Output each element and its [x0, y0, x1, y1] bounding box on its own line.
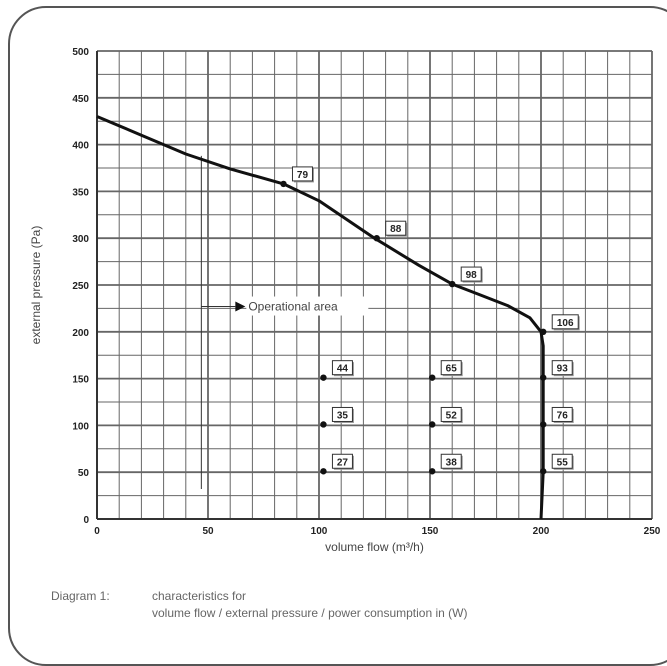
- data-point: [280, 180, 287, 188]
- data-label-text: 79: [297, 170, 309, 181]
- data-point: [540, 374, 547, 381]
- y-tick-labels: 0 50 100 150 200 250 300 350 400 450 500: [72, 47, 89, 526]
- y-tick-label: 250: [72, 281, 89, 292]
- data-label: 52: [440, 406, 463, 423]
- data-point: [320, 468, 327, 475]
- data-label: 93: [551, 360, 574, 377]
- y-axis-label: external pressure (Pa): [29, 226, 43, 345]
- x-tick-label: 150: [422, 526, 439, 537]
- y-tick-label: 0: [83, 515, 89, 526]
- operational-area-label: Operational area: [248, 300, 338, 314]
- y-tick-label: 150: [72, 375, 89, 386]
- data-label-box: [385, 220, 407, 236]
- data-label: 79: [291, 166, 314, 183]
- data-label-text: 76: [557, 410, 569, 421]
- x-tick-labels: 0 50 100 150 200 250: [94, 526, 661, 537]
- y-tick-label: 400: [72, 141, 89, 152]
- data-label-box: [331, 453, 353, 469]
- x-tick-label: 200: [533, 526, 550, 537]
- data-label-text: 93: [557, 364, 569, 375]
- data-label-box: [331, 360, 353, 376]
- data-label: 35: [331, 406, 354, 423]
- caption-label: Diagram 1:: [51, 589, 110, 603]
- data-label-text: 44: [337, 364, 349, 375]
- data-label-box: [440, 360, 462, 376]
- y-tick-label: 100: [72, 421, 89, 432]
- data-point: [429, 421, 436, 428]
- data-label-text: 88: [390, 224, 402, 235]
- data-label-box: [460, 266, 482, 282]
- data-label-text: 98: [466, 270, 478, 281]
- data-point: [429, 468, 436, 475]
- data-point: [320, 421, 327, 428]
- x-tick-label: 100: [311, 526, 328, 537]
- data-label-box: [551, 453, 573, 469]
- data-label: 38: [440, 453, 463, 470]
- data-label: 55: [551, 453, 574, 470]
- data-point: [540, 328, 547, 335]
- data-label-box: [440, 406, 462, 422]
- data-label: 44: [331, 360, 354, 377]
- data-label: 76: [551, 406, 574, 423]
- x-tick-label: 50: [202, 526, 214, 537]
- x-tick-label: 250: [644, 526, 661, 537]
- y-tick-label: 350: [72, 187, 89, 198]
- data-point: [449, 280, 456, 288]
- data-point: [429, 374, 436, 381]
- data-label-text: 38: [446, 457, 458, 468]
- grid-major: [96, 50, 653, 520]
- data-label-text: 35: [337, 410, 349, 421]
- data-labels: 79 88 98 106 44 65 93 35 52 76 27 38 55: [291, 166, 580, 470]
- series-line-characteristic: [96, 115, 545, 520]
- data-label-box: [551, 360, 573, 376]
- data-label-text: 65: [446, 364, 458, 375]
- data-label: 65: [440, 360, 463, 377]
- data-label: 98: [460, 266, 483, 283]
- data-point: [373, 235, 380, 242]
- pressure-flow-chart: 0 50 100 150 200 250 0 50 100 150 200 250 300 350 400…: [29, 47, 661, 554]
- data-label-box: [331, 406, 353, 422]
- data-label: 27: [331, 453, 354, 470]
- y-tick-label: 200: [72, 328, 89, 339]
- data-label: 106: [551, 314, 580, 331]
- data-point: [540, 421, 547, 428]
- operational-area-annotation: Operational area: [200, 155, 369, 490]
- x-axis-label: volume flow (m³/h): [325, 540, 424, 554]
- operational-area-arrowhead: [235, 301, 246, 312]
- data-label-box: [440, 453, 462, 469]
- data-points: [280, 180, 547, 475]
- data-label: 88: [385, 220, 408, 237]
- data-label-box: [291, 166, 313, 182]
- x-tick-label: 0: [94, 526, 100, 537]
- data-label-text: 106: [557, 318, 574, 329]
- data-point: [540, 468, 547, 475]
- operational-area-label-box: [246, 296, 369, 316]
- y-tick-label: 300: [72, 234, 89, 245]
- data-point: [320, 374, 327, 381]
- data-label-text: 55: [557, 457, 569, 468]
- caption-line-2: volume flow / external pressure / power …: [152, 606, 468, 620]
- y-tick-label: 450: [72, 94, 89, 105]
- y-tick-label: 50: [78, 468, 90, 479]
- data-label-text: 52: [446, 410, 458, 421]
- y-tick-label: 500: [72, 47, 89, 58]
- data-label-box: [551, 406, 573, 422]
- caption-line-1: characteristics for: [152, 589, 247, 603]
- data-label-box: [551, 314, 579, 330]
- data-label-text: 27: [337, 457, 349, 468]
